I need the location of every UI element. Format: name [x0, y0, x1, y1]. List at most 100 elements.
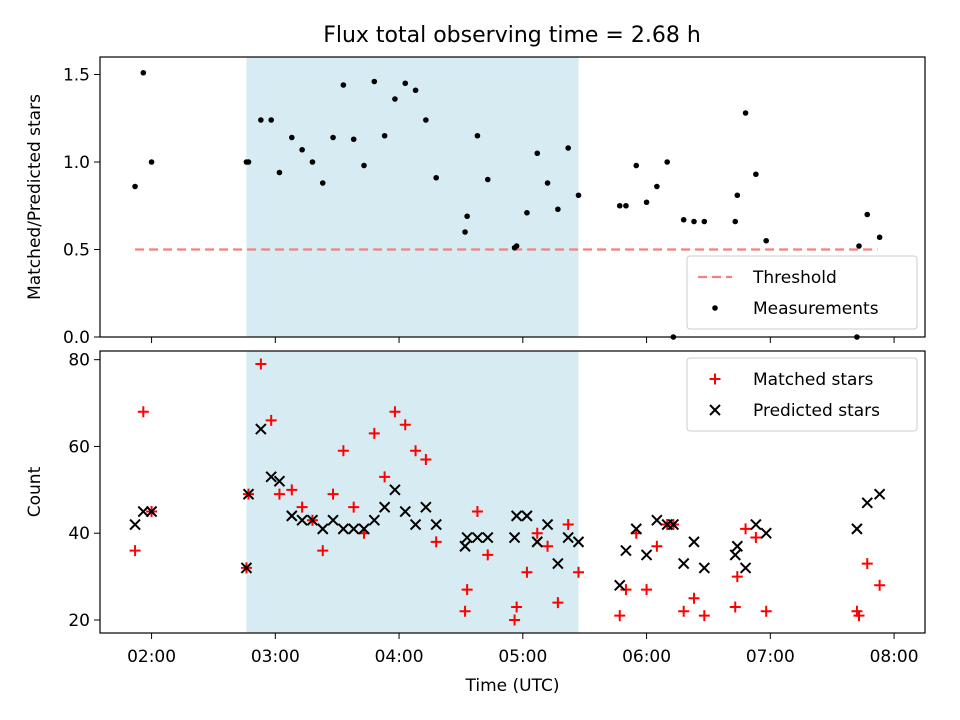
y-tick-label: 60 — [68, 437, 90, 457]
matched-star-point — [337, 445, 349, 457]
measurement-point — [340, 82, 347, 88]
matched-star-point — [511, 601, 523, 613]
matched-star-point — [651, 540, 663, 552]
plot-frame — [99, 350, 926, 634]
y-tick-label: 1.5 — [63, 66, 90, 86]
y-tick-label: 1.0 — [63, 153, 90, 173]
predicted-star-point — [541, 518, 554, 531]
matched-star-point — [729, 601, 741, 613]
x-tick-label: 02:00 — [127, 647, 176, 667]
measurement-point — [268, 117, 274, 123]
matched-star-point — [265, 414, 277, 426]
predicted-star-point — [688, 536, 700, 548]
x-tick-label: 06:00 — [622, 647, 671, 667]
matched-star-point — [471, 506, 483, 518]
predicted-star-point — [378, 501, 391, 513]
predicted-star-point — [389, 484, 401, 496]
predicted-star-point — [677, 557, 690, 570]
predicted-star-point — [760, 527, 772, 539]
legend: Matched stars Predicted stars — [686, 357, 918, 432]
matched-star-point — [368, 427, 380, 439]
predicted-star-point — [729, 549, 741, 561]
measurement-point — [623, 202, 629, 209]
measurement-point — [423, 117, 429, 123]
predicted-star-point — [459, 540, 471, 552]
predicted-star-point — [137, 505, 150, 518]
matched-star-point — [389, 406, 401, 418]
matched-star-point — [614, 610, 626, 622]
legend-matched-swatch — [709, 373, 721, 385]
measurement-point — [633, 162, 640, 169]
predicted-star-point — [508, 531, 521, 544]
predicted-star-point — [420, 501, 432, 513]
matched-star-point — [461, 584, 473, 596]
matched-star-point — [430, 536, 442, 548]
matched-star-point — [509, 614, 521, 626]
legend: Threshold Measurements — [686, 255, 918, 330]
predicted-star-point — [873, 488, 886, 500]
predicted-star-point — [552, 557, 564, 570]
predicted-star-point — [630, 523, 642, 535]
predicted-star-point — [129, 518, 141, 531]
legend-predicted-swatch — [709, 404, 721, 416]
measurement-point — [330, 134, 336, 141]
measurement-point — [753, 171, 759, 178]
x-tick-label: 05:00 — [498, 647, 547, 667]
observing-span-highlight — [246, 57, 579, 337]
observing-span-highlight — [246, 351, 579, 633]
measurement-point — [664, 159, 670, 165]
measurement-point — [575, 192, 582, 199]
matched-star-point — [874, 579, 886, 591]
matched-star-point — [348, 501, 360, 513]
legend-measurement-swatch — [712, 305, 718, 311]
y-axis-label: Count — [25, 466, 45, 517]
y-tick-label: 0.0 — [63, 328, 90, 348]
legend-box — [686, 255, 918, 330]
predicted-star-point — [368, 514, 381, 526]
y-tick-label: 20 — [68, 611, 90, 631]
predicted-star-point — [531, 536, 543, 548]
measurement-point — [245, 159, 252, 165]
predicted-star-point — [731, 540, 744, 552]
measurement-point — [654, 183, 660, 190]
predicted-star-point — [409, 518, 422, 531]
x-tick-label: 04:00 — [375, 647, 424, 667]
measurement-point — [381, 132, 388, 139]
matched-star-point — [410, 445, 422, 457]
measurement-point — [565, 145, 571, 151]
predicted-star-point — [273, 475, 286, 487]
measurement-point — [412, 87, 419, 94]
series-measurements — [132, 69, 883, 340]
matched-star-point — [853, 610, 865, 622]
measurement-point — [462, 229, 468, 235]
series-predicted-stars — [129, 423, 886, 591]
measurement-point — [856, 243, 862, 249]
chart-title: Flux total observing time = 2.68 h — [323, 23, 701, 48]
predicted-star-point — [327, 514, 339, 526]
measurement-point — [148, 159, 155, 165]
measurement-point — [484, 176, 491, 183]
measurement-point — [513, 243, 520, 249]
measurement-point — [680, 216, 687, 223]
measurement-point — [464, 213, 470, 220]
matched-star-point — [760, 605, 772, 617]
matched-star-point — [740, 523, 752, 535]
matched-star-point — [731, 571, 743, 583]
predicted-star-point — [399, 505, 411, 518]
matched-star-point — [861, 558, 873, 570]
x-tick-label: 08:00 — [870, 647, 919, 667]
measurement-point — [555, 206, 561, 213]
predicted-star-point — [358, 523, 370, 535]
legend-label: Predicted stars — [753, 401, 880, 421]
measurement-point — [701, 218, 708, 225]
matched-star-point — [482, 549, 494, 561]
matched-star-point — [255, 358, 267, 370]
legend-label: Threshold — [752, 268, 837, 288]
measurement-point — [392, 96, 398, 102]
predicted-star-point — [640, 549, 653, 561]
predicted-star-point — [482, 531, 494, 544]
y-tick-label: 80 — [68, 351, 90, 371]
predicted-star-point — [286, 510, 298, 522]
predicted-star-point — [430, 518, 442, 531]
